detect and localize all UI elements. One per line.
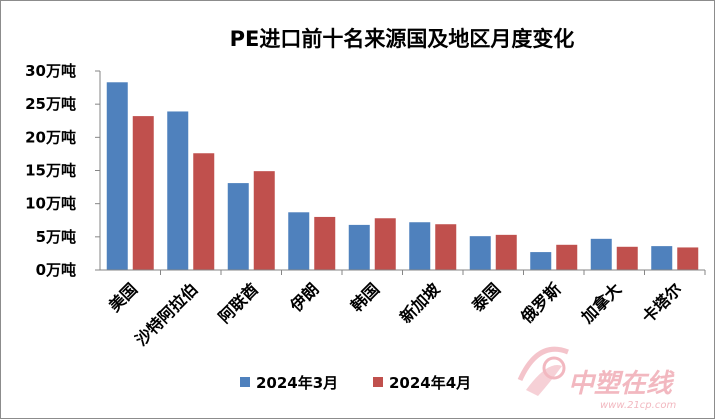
x-tick-label: 韩国 (347, 279, 383, 315)
bar (132, 116, 154, 271)
bar (253, 171, 275, 270)
bar (288, 212, 310, 270)
y-tick-label: 10万吨 (25, 195, 76, 213)
bar (106, 82, 128, 270)
watermark-url: www.21cp.com (600, 400, 676, 411)
legend-label: 2024年3月 (256, 374, 338, 392)
bar (409, 222, 431, 270)
bar (348, 224, 370, 270)
bar (435, 224, 457, 270)
chart-title: PE进口前十名来源国及地区月度变化 (230, 27, 575, 51)
bar (495, 234, 517, 270)
bar (616, 246, 638, 270)
bar (227, 183, 249, 270)
legend-swatch (240, 377, 250, 387)
y-tick-label: 25万吨 (25, 95, 76, 113)
x-tick-label: 伊朗 (286, 279, 323, 316)
bar (530, 252, 552, 270)
bar (677, 247, 699, 270)
x-tick-label: 卡塔尔 (638, 279, 685, 326)
x-tick-label: 新加坡 (396, 279, 444, 327)
x-tick-label: 俄罗斯 (516, 279, 564, 327)
legend: 2024年3月 2024年4月 (240, 374, 471, 392)
y-tick-label: 30万吨 (25, 62, 76, 80)
bars (106, 82, 699, 271)
y-tick-label: 20万吨 (25, 128, 76, 146)
x-tick-label: 沙特阿拉伯 (132, 279, 202, 349)
watermark-logo-icon (517, 346, 569, 396)
bar (374, 218, 396, 270)
watermark-text: 中塑在线 (568, 369, 675, 399)
bar (651, 246, 673, 270)
bar (556, 244, 578, 270)
x-tick-label: 美国 (105, 279, 141, 315)
y-axis: 0万吨 5万吨 10万吨 15万吨 20万吨 25万吨 30万吨 (25, 62, 101, 279)
legend-label: 2024年4月 (389, 374, 471, 392)
y-tick-label: 5万吨 (36, 228, 76, 246)
watermark: 中塑在线 www.21cp.com (517, 346, 676, 411)
legend-swatch (373, 377, 383, 387)
bar (590, 238, 612, 270)
x-tick-label: 阿联酋 (215, 279, 262, 326)
bar (167, 111, 189, 270)
y-tick-label: 0万吨 (36, 261, 76, 279)
bar (469, 236, 491, 270)
y-tick-label: 15万吨 (25, 162, 76, 180)
x-tick-label: 泰国 (467, 279, 504, 316)
bar (314, 216, 336, 270)
bar (193, 153, 215, 270)
x-tick-label: 加拿大 (577, 279, 625, 327)
